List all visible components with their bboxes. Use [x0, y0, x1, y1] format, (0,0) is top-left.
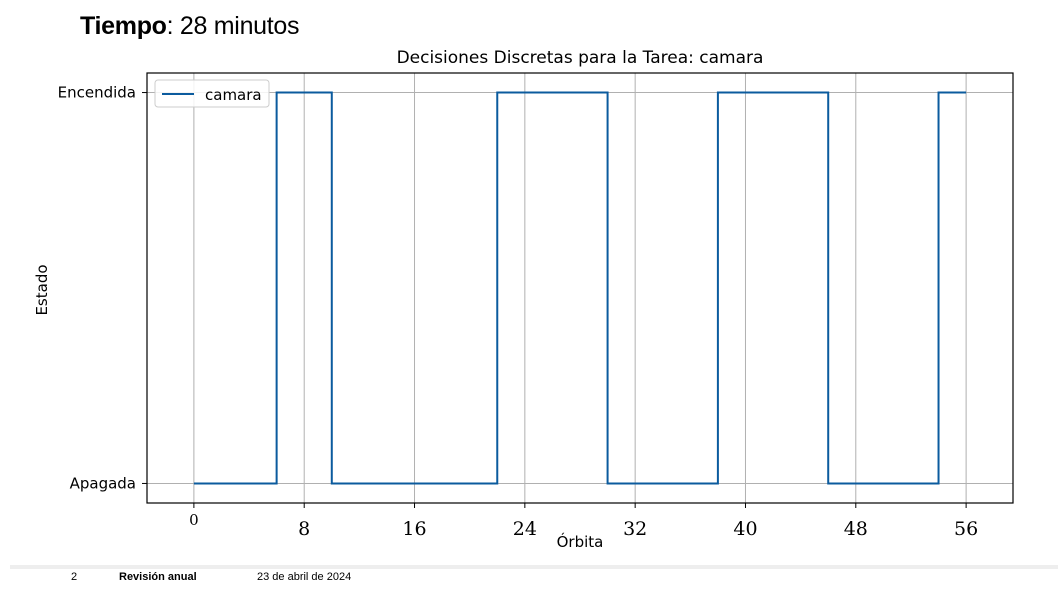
y-axis-label: Estado [33, 264, 51, 315]
x-tick-label: 32 [623, 518, 647, 540]
x-tick-label: 48 [844, 518, 868, 540]
x-axis-ticks: 0 8 16 24 32 40 48 56 [189, 503, 978, 540]
plot-frame [146, 72, 1014, 504]
x-tick-label: 40 [733, 518, 757, 540]
footer-divider [10, 565, 1058, 569]
legend-box [154, 79, 270, 108]
y-tick-label: Apagada [70, 474, 136, 492]
step-chart: Decisiones Discretas para la Tarea: cama… [33, 48, 1014, 551]
x-tick-label: 0 [189, 511, 199, 529]
x-tick-label: 8 [298, 518, 310, 540]
x-tick-label: 16 [402, 518, 426, 540]
legend-label: camara [205, 86, 262, 104]
y-axis-ticks: Apagada Encendida [58, 84, 147, 492]
footer-title: Revisión anual [119, 571, 197, 583]
chart-title: Decisiones Discretas para la Tarea: cama… [397, 48, 764, 68]
heading-value: : 28 minutos [166, 12, 300, 40]
x-tick-label: 24 [513, 518, 537, 540]
page-heading: Tiempo: 28 minutos [80, 12, 300, 41]
x-tick-label: 56 [954, 518, 978, 540]
x-axis-label: Órbita [557, 532, 604, 551]
y-tick-label: Encendida [58, 84, 136, 102]
footer-date: 23 de abril de 2024 [257, 571, 352, 583]
series-line-camara [193, 91, 967, 485]
series-layer [193, 91, 967, 485]
heading-label: Tiempo [80, 12, 167, 40]
legend: camara [154, 79, 270, 108]
footer-page-number: 2 [71, 571, 78, 583]
